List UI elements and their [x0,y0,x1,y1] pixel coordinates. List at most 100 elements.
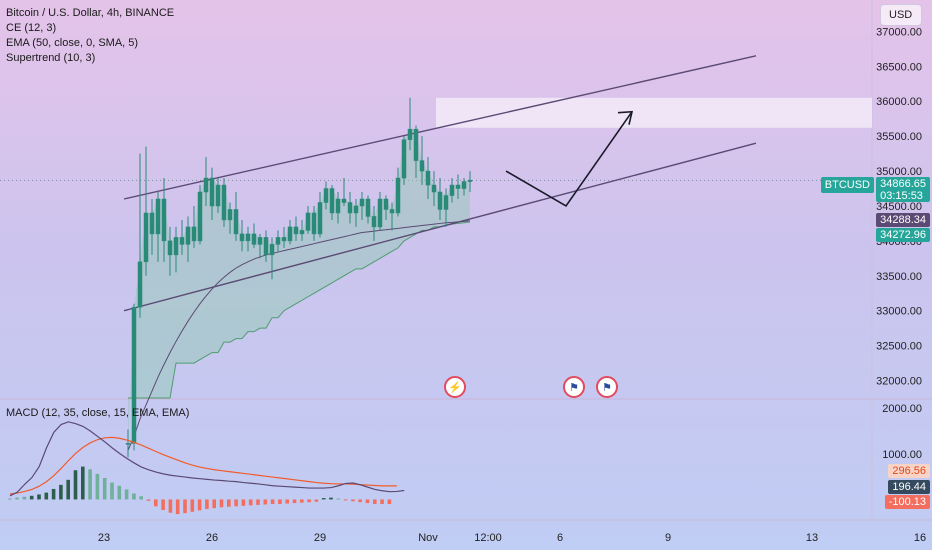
candle-body [425,170,431,186]
candle-body [233,209,239,235]
price-tick-label: 36500.00 [876,61,922,73]
time-tick-label: Nov [418,532,438,544]
macd-histogram-bar [234,499,238,507]
price-tick-label: 32000.00 [876,376,922,388]
candle-body [335,198,341,214]
candle-body [263,237,269,256]
candle-body [215,184,221,207]
candle-body [341,198,347,203]
candle-body [413,128,419,161]
candle-body [239,233,245,242]
macd-histogram-bar [154,499,158,507]
candle-body [185,226,191,245]
macd-histogram-bar [110,482,114,500]
symbol-title[interactable]: Bitcoin / U.S. Dollar, 4h, BINANCE [6,7,175,19]
macd-histogram-bar [263,499,268,505]
macd-histogram-bar [161,499,165,510]
candle-body [401,139,407,179]
macd-histogram-bar [336,498,341,500]
macd-value-tag: 196.44 [888,480,930,494]
macd-histogram-bar [190,499,195,512]
last-price-tag: 34866.65 03:15:53 [876,177,930,202]
candle-body [443,195,449,210]
us-flag-icon[interactable]: ⚑ [563,376,585,398]
macd-tick-label: 2000.00 [882,403,922,415]
candle-body [299,230,305,235]
macd-histogram-bar [117,485,122,500]
candle-body [353,205,359,214]
candle-body [203,177,209,193]
macd-histogram-bar [212,499,216,509]
candle-body [173,237,179,256]
candle-body [455,184,461,189]
us-flag-icon[interactable]: ⚑ [596,376,618,398]
time-tick-label: 26 [206,532,218,544]
candle-body [281,237,287,242]
price-tick-label: 36000.00 [876,96,922,108]
indicator-supertrend[interactable]: Supertrend (10, 3) [6,52,96,64]
candle-body [311,212,317,235]
candle-body [161,198,167,242]
candle-body [461,181,467,189]
time-tick-label: 23 [98,532,110,544]
candle-body [149,212,155,235]
candle-body [143,212,149,263]
macd-legend: MACD (12, 35, close, 15, EMA, EMA) [6,406,189,421]
candle-body [395,177,401,214]
lightning-icon[interactable]: ⚡ [444,376,466,398]
symbol-tag: BTCUSD [820,177,874,193]
grid [0,0,932,521]
indicator-ce[interactable]: CE (12, 3) [6,22,57,34]
axes: 37000.00 36500.00 36000.00 35500.00 35000.00… [98,26,926,544]
macd-histogram-bar [66,479,70,500]
macd-histogram-bar [81,466,85,500]
macd-histogram-bar [175,499,180,515]
supertrend-line [128,221,471,399]
indicator-ema[interactable]: EMA (50, close, 0, SMA, 5) [6,37,139,49]
candle-body [431,184,437,193]
macd-histogram-bar [44,492,49,500]
channel-lower-line [123,142,757,312]
channel-upper-line [123,55,757,200]
candle-body [179,237,185,245]
candle-body [389,209,395,214]
candle-body [359,198,365,207]
supertrend-value-tag: 34272.96 [876,228,930,242]
indicator-macd[interactable]: MACD (12, 35, close, 15, EMA, EMA) [6,407,190,419]
countdown-value: 03:15:53 [880,190,923,202]
macd-histogram-bar [380,499,384,505]
candle-body [365,198,371,217]
candle-body [407,128,413,140]
price-tick-label: 33500.00 [876,271,922,283]
macd-histogram-bar [139,496,143,500]
candle-body [287,226,293,242]
macd-histogram-bar [29,495,34,500]
macd-histogram-bar [219,499,224,508]
time-tick-label: 12:00 [474,532,502,544]
macd-histogram-bar [307,499,311,503]
macd-histogram-bar [8,498,12,500]
macd-histogram-bar [95,473,100,500]
candle-body [275,237,281,245]
currency-button[interactable]: USD [880,4,922,26]
macd-histogram-bar [51,488,56,500]
supertrend-cloud [128,129,470,444]
price-pane [0,55,872,458]
time-tick-label: 29 [314,532,326,544]
candle-body [329,188,335,214]
macd-histogram-bar [132,493,136,500]
macd-histogram-bar [321,498,326,500]
macd-histogram-bar [146,499,151,501]
candle-body [131,306,137,444]
candle-body [377,198,383,228]
macd-histogram-bar [205,499,209,510]
ema-line [127,220,471,451]
candle-body [167,240,173,256]
candle-body [221,184,227,221]
macd-histogram-bar [102,477,107,500]
candle-body [383,198,389,210]
macd-histogram-bar [227,499,231,507]
macd-histogram-bar [314,499,319,502]
macd-histogram-bar [343,499,348,501]
